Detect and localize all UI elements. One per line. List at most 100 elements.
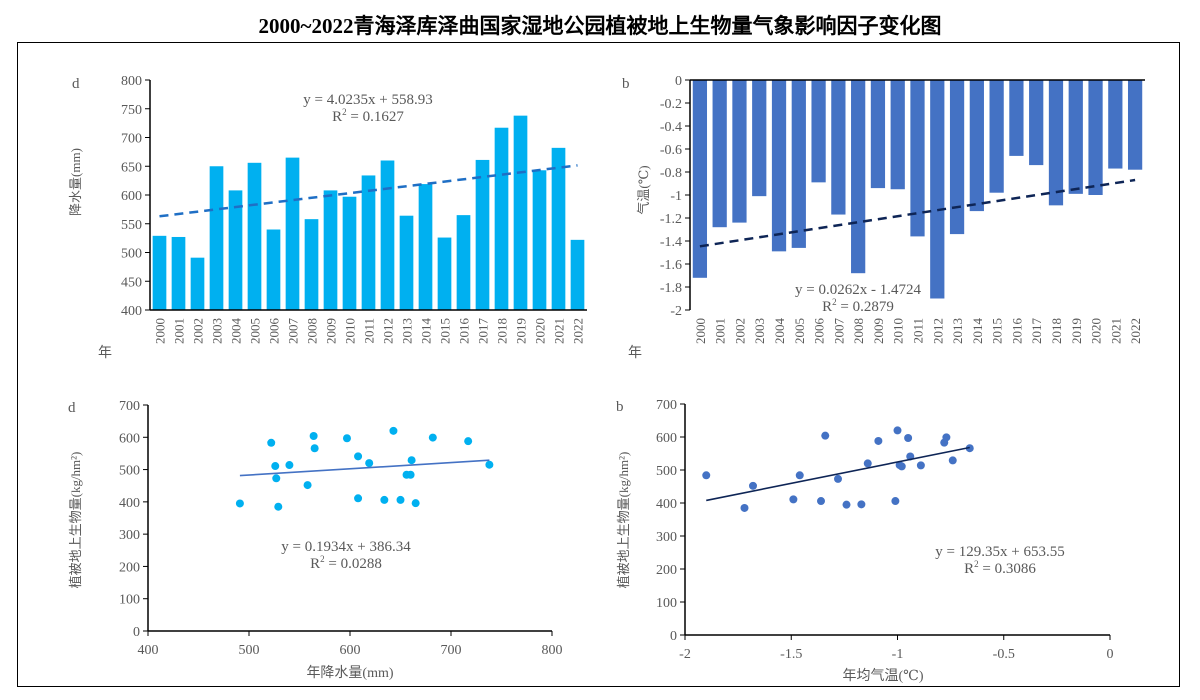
y-tick-label: 600	[119, 431, 140, 446]
x-tick-label: 2009	[871, 318, 886, 344]
y-tick-label: 100	[656, 596, 677, 611]
bar-2007	[831, 80, 846, 215]
r2-label: R	[964, 561, 974, 577]
bar-2017	[475, 159, 490, 310]
y-tick-label: -0.6	[660, 143, 682, 158]
scatter-point	[365, 459, 374, 468]
bar-2014	[418, 184, 433, 310]
scatter-point	[817, 497, 825, 506]
r2-superscript: 2	[974, 559, 979, 569]
x-tick-label: 2001	[172, 318, 187, 344]
scatter-point	[702, 471, 711, 480]
y-tick-label: -1.4	[660, 235, 682, 250]
x-tick-label: 2002	[732, 318, 747, 344]
x-tick-label: 600	[340, 643, 361, 658]
y-tick-label: -2	[670, 304, 682, 319]
y-tick-label: 700	[119, 399, 140, 414]
figure-title: 2000~2022青海泽库泽曲国家湿地公园植被地上生物量气象影响因子变化图	[258, 14, 942, 38]
scatter-point	[895, 461, 904, 470]
y-tick-label: 400	[119, 496, 140, 511]
precip-scatter-chart: d 植被地上生物量(kg/hm²) 年降水量(mm) 0 100 200 300 400 500…	[68, 399, 563, 681]
bar-2012	[380, 160, 395, 310]
r2-label: R	[332, 109, 342, 125]
scatter-point	[267, 438, 276, 447]
x-axis-label: 年降水量(mm)	[306, 665, 393, 681]
scatter-point	[342, 434, 351, 443]
x-axis-label: 年	[98, 345, 112, 361]
scatter-point	[821, 431, 830, 440]
bar-2019	[1068, 80, 1083, 194]
bar-2005	[791, 80, 806, 248]
panel-label: d	[68, 400, 76, 416]
r2-value: = 0.1627	[347, 109, 405, 125]
y-tick-label: 500	[119, 464, 140, 479]
y-tick-label: 500	[656, 464, 677, 479]
y-tick-label: 500	[121, 247, 142, 262]
bar-2014	[969, 80, 984, 212]
x-tick-label: 2015	[438, 318, 453, 344]
x-tick-label: 2012	[381, 318, 396, 344]
bar-2016	[456, 215, 471, 310]
scatter-point	[354, 452, 363, 461]
y-axis-label: 植被地上生物量(kg/hm²)	[68, 452, 83, 589]
y-axis-label: 气温(℃)	[636, 165, 651, 214]
x-tick-label: 2016	[1009, 318, 1024, 345]
x-tick-label: 2020	[1089, 318, 1104, 344]
bar-2015	[989, 80, 1004, 193]
scatter-point	[948, 456, 957, 465]
trend-line	[706, 446, 970, 502]
scatter-point	[310, 444, 319, 453]
bar-2002	[732, 80, 747, 223]
x-tick-label: -2	[679, 647, 691, 662]
y-tick-label: -1	[670, 189, 682, 204]
r-squared: R2 = 0.2879	[822, 297, 894, 315]
scatter-point	[891, 497, 900, 506]
x-tick-label: 2021	[552, 318, 567, 344]
x-tick-label: 2003	[210, 318, 225, 344]
r-squared: R2 = 0.0288	[310, 554, 382, 572]
bar-2003	[209, 166, 224, 310]
bar-2011	[910, 80, 925, 237]
y-tick-label: 300	[656, 530, 677, 545]
bar-2022	[570, 239, 585, 310]
scatter-point	[863, 459, 872, 468]
bar-2009	[323, 190, 338, 310]
scatter-point	[749, 481, 757, 490]
x-tick-label: 400	[138, 643, 159, 658]
y-tick-label: 800	[121, 74, 142, 89]
bar-2018	[494, 127, 509, 310]
x-axis-label: 年	[628, 345, 642, 361]
x-tick-label: 2014	[419, 318, 434, 345]
trend-equation: y = 0.0262x - 1.4724	[795, 282, 921, 298]
x-tick-label: 2007	[831, 318, 846, 345]
x-tick-label: 2018	[1049, 318, 1064, 344]
x-tick-label: 2017	[1029, 318, 1044, 345]
bar-2016	[1009, 80, 1024, 156]
figure-frame	[17, 42, 1180, 687]
precip-bar-chart: d 降水量(mm) 年 400 450 500 550 600 650 700 750 800 2000…	[68, 74, 587, 361]
panel-label: b	[622, 76, 630, 92]
x-tick-label: 2017	[476, 318, 491, 345]
x-tick-label: 2013	[400, 318, 415, 344]
scatter-point	[464, 437, 473, 446]
x-tick-label: 2019	[1069, 318, 1084, 344]
y-tick-label: -1.6	[660, 258, 682, 273]
x-tick-label: 2020	[533, 318, 548, 344]
trend-line	[239, 459, 490, 477]
scatter-point	[795, 471, 804, 480]
scatter-point	[940, 438, 949, 447]
bar-2009	[870, 80, 886, 189]
bar-2021	[551, 147, 566, 310]
x-tick-label: 2005	[248, 318, 263, 344]
x-tick-label: 2011	[362, 318, 377, 344]
bar-2000	[152, 235, 167, 310]
y-tick-label: 750	[121, 103, 142, 118]
y-tick-label: 600	[656, 431, 677, 446]
panel-label: d	[72, 76, 80, 92]
x-tick-label: 2006	[812, 318, 827, 345]
bar-2015	[437, 237, 452, 310]
scatter-point	[274, 502, 283, 511]
y-tick-label: 700	[656, 398, 677, 413]
y-tick-label: 200	[656, 563, 677, 578]
x-tick-label: 2001	[713, 318, 728, 344]
